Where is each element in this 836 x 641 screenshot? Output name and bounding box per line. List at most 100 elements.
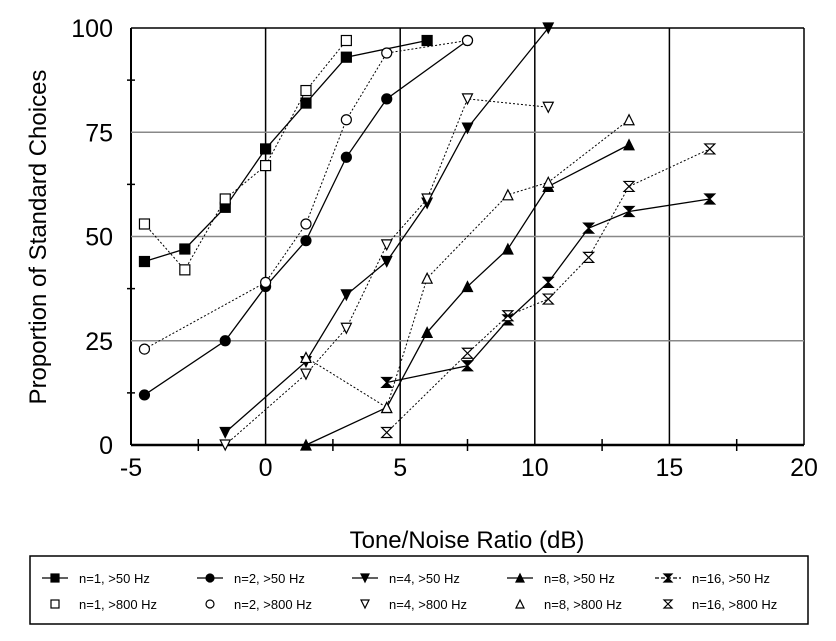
series-n-2-800-hz: [138, 34, 474, 355]
triangle-down-marker: [219, 426, 232, 439]
triangle-up-marker: [300, 438, 312, 451]
square-marker: [50, 599, 60, 609]
y-tick-label: 100: [71, 15, 113, 43]
legend-item: n=1, >800 Hz: [50, 597, 157, 612]
legend-label: n=8, >50 Hz: [544, 571, 615, 586]
circle-marker: [461, 34, 474, 47]
y-tick-label: 75: [85, 119, 113, 147]
x-tick-label: 15: [655, 454, 683, 482]
hourglass-marker: [622, 180, 636, 193]
triangle-down-marker: [421, 193, 434, 206]
square-marker: [300, 84, 312, 97]
triangle-down-marker: [219, 439, 232, 452]
series-n-8-50-hz: [300, 138, 635, 451]
triangle-up-marker: [501, 188, 514, 201]
circle-marker: [219, 335, 231, 347]
triangle-down-marker: [461, 93, 474, 106]
circle-marker: [340, 114, 352, 126]
square-marker: [340, 51, 352, 63]
legend-label: n=1, >50 Hz: [79, 571, 150, 586]
legend-label: n=16, >800 Hz: [692, 597, 777, 612]
square-marker: [340, 34, 352, 47]
circle-marker: [300, 218, 312, 230]
y-tick-label: 25: [85, 328, 113, 356]
triangle-down-marker: [542, 22, 555, 35]
triangle-down-marker: [340, 289, 353, 302]
hourglass-marker: [380, 426, 394, 439]
x-tick-label: -5: [120, 454, 142, 482]
legend-label: n=1, >800 Hz: [79, 597, 157, 612]
legend-label: n=2, >800 Hz: [234, 597, 312, 612]
legend-label: n=16, >50 Hz: [692, 571, 770, 586]
square-marker: [138, 255, 151, 268]
triangle-up-marker: [542, 175, 555, 188]
series-line: [224, 98, 549, 446]
x-tick-label: 10: [521, 454, 549, 482]
circle-marker: [260, 276, 272, 288]
series-n-1-800-hz: [138, 34, 352, 276]
legend-label: n=4, >800 Hz: [389, 597, 467, 612]
legend-item: n=16, >800 Hz: [662, 597, 777, 612]
triangle-up-marker: [380, 401, 393, 414]
legend: n=1, >50 Hz n=2, >50 Hz n=4, >50 Hz n=8, >5…: [29, 555, 809, 625]
hourglass-marker: [703, 193, 717, 205]
series-n-2-50-hz: [138, 34, 474, 401]
triangle-up-marker: [623, 113, 635, 126]
triangle-up-marker: [421, 271, 434, 284]
series-line: [305, 144, 630, 446]
series-n-16-50-hz: [380, 193, 717, 389]
triangle-up-marker: [501, 242, 514, 255]
triangle-up-marker: [515, 598, 525, 609]
series-n-1-50-hz: [138, 34, 433, 268]
square-marker: [138, 218, 151, 230]
series-n-4-50-hz: [219, 22, 555, 439]
circle-marker: [340, 151, 352, 163]
series-line: [144, 39, 428, 263]
hourglass-marker: [541, 293, 555, 305]
x-axis-label: Tone/Noise Ratio (dB): [350, 527, 585, 554]
triangle-up-marker: [623, 138, 635, 151]
triangle-down-marker: [300, 368, 312, 381]
grid: [127, 27, 805, 451]
circle-marker: [381, 47, 393, 59]
hourglass-marker: [703, 143, 717, 155]
circle-marker: [300, 235, 312, 247]
square-marker: [219, 193, 231, 205]
series-line: [144, 40, 468, 350]
triangle-down-marker: [542, 101, 555, 114]
series-n-8-800-hz: [300, 113, 635, 414]
triangle-down-marker: [360, 573, 370, 584]
circle-marker: [381, 93, 393, 105]
square-marker: [260, 143, 272, 155]
series-line: [386, 198, 710, 384]
triangle-up-marker: [461, 280, 474, 293]
x-tick-label: 20: [790, 454, 818, 482]
square-marker: [50, 573, 60, 583]
triangle-up-marker: [300, 351, 312, 364]
y-tick-label: 50: [85, 224, 113, 252]
legend-item: n=2, >50 Hz: [197, 571, 305, 586]
legend-item: n=16, >50 Hz: [655, 571, 770, 586]
series-line: [224, 27, 549, 433]
x-tick-label: 0: [259, 454, 273, 482]
series-n-16-800-hz: [380, 143, 717, 439]
legend-label: n=2, >50 Hz: [234, 571, 305, 586]
square-marker: [179, 243, 191, 255]
y-axis-label: Proportion of Standard Choices: [25, 70, 52, 405]
series-group: [138, 22, 717, 452]
circle-marker: [138, 343, 151, 355]
square-marker: [179, 264, 191, 276]
hourglass-marker: [662, 573, 674, 583]
circle-marker: [205, 573, 215, 583]
legend-item: n=1, >50 Hz: [42, 571, 150, 586]
triangle-up-marker: [421, 326, 434, 339]
square-marker: [421, 34, 433, 47]
hourglass-marker: [461, 347, 474, 359]
legend-item: n=2, >800 Hz: [205, 597, 312, 612]
hourglass-marker: [662, 599, 674, 609]
hourglass-marker: [501, 310, 515, 322]
circle-marker: [138, 389, 151, 401]
series-n-4-800-hz: [219, 93, 555, 452]
